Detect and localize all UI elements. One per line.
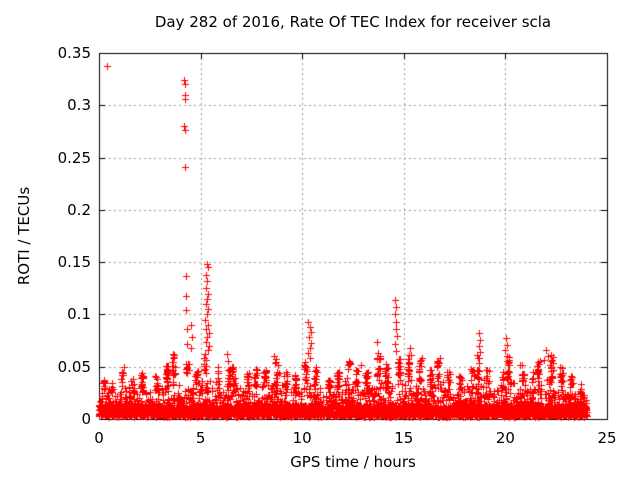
- x-tick-label-2: 10: [292, 429, 312, 447]
- y-tick-label-6: 0.3: [67, 96, 91, 115]
- y-tick-label-3: 0.15: [57, 253, 91, 272]
- y-tick-label-0: 0: [81, 410, 91, 428]
- x-tick-label-3: 15: [394, 429, 414, 447]
- x-tick-label-4: 20: [495, 429, 515, 447]
- x-tick-label-5: 25: [597, 429, 617, 447]
- y-tick-label-5: 0.25: [57, 148, 91, 167]
- x-axis-label: GPS time / hours: [290, 453, 416, 471]
- y-tick-label-1: 0.05: [57, 357, 91, 376]
- x-tick-label-0: 0: [94, 429, 104, 447]
- y-tick-label-2: 0.1: [67, 305, 91, 324]
- chart-title: Day 282 of 2016, Rate Of TEC Index for r…: [154, 13, 552, 31]
- y-tick-label-4: 0.2: [67, 200, 91, 219]
- x-tick-label-1: 5: [195, 429, 206, 447]
- y-tick-label-7: 0.35: [57, 44, 91, 62]
